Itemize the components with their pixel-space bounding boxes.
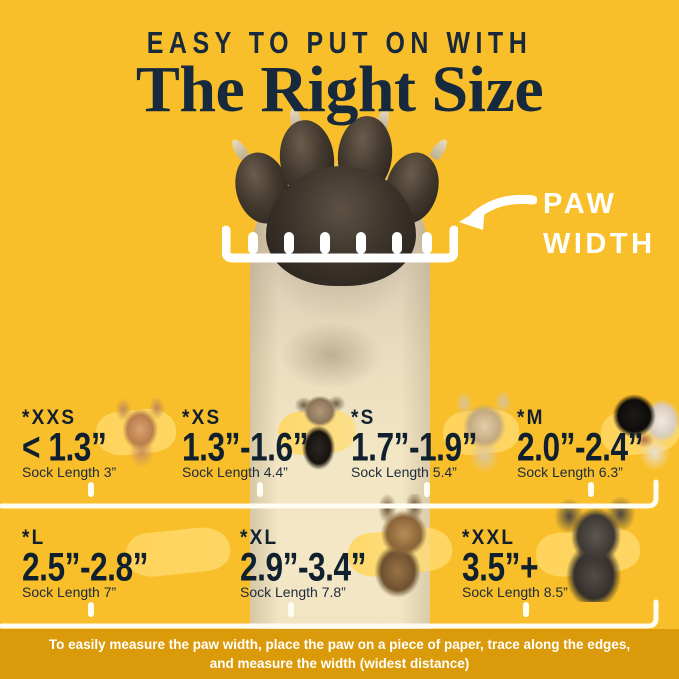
german-shepherd-photo	[352, 494, 456, 598]
size-row-top: *XXS < 1.3” Sock Length 3” *XS 1.3”-1.6”…	[0, 390, 679, 490]
size-range: 2.0”-2.4”	[517, 424, 643, 470]
paw-width-line2: WIDTH	[543, 228, 656, 260]
size-cell-xs[interactable]: *XS 1.3”-1.6” Sock Length 4.4”	[182, 396, 360, 490]
size-code: *XXS	[22, 406, 77, 430]
sock-length: Sock Length 7.8”	[240, 584, 346, 600]
paw-width-ruler-icon	[222, 225, 458, 263]
sock-length: Sock Length 3”	[22, 464, 117, 480]
size-range: 3.5”+	[462, 544, 538, 590]
size-cell-xxs[interactable]: *XXS < 1.3” Sock Length 3”	[22, 396, 182, 490]
claw-icon	[428, 136, 451, 162]
sock-length: Sock Length 6.3”	[517, 464, 623, 480]
size-row-bottom: *L 2.5”-2.8” Sock Length 7” *XL 2.9”-3.4…	[0, 492, 679, 610]
size-scale-ruler-bottom	[0, 599, 659, 629]
yorkshire-terrier-photo	[286, 396, 360, 472]
size-cell-l[interactable]: *L 2.5”-2.8” Sock Length 7”	[22, 516, 240, 610]
main-paw-pad-icon	[266, 166, 416, 286]
size-range: 2.5”-2.8”	[22, 544, 148, 590]
size-cell-m[interactable]: *M 2.0”-2.4” Sock Length 6.3”	[517, 390, 679, 490]
size-range: 2.9”-3.4”	[240, 544, 366, 590]
size-code: *M	[517, 406, 545, 430]
footer-band: To easily measure the paw width, place t…	[0, 629, 679, 679]
great-dane-photo	[540, 492, 652, 602]
curved-left-arrow-icon	[459, 194, 537, 230]
kicker-text: EASY TO PUT ON WITH	[146, 26, 533, 61]
sock-length: Sock Length 8.5”	[462, 584, 568, 600]
bernese-mountain-dog-photo	[605, 390, 679, 476]
size-range: 1.3”-1.6”	[182, 424, 308, 470]
sock-length: Sock Length 4.4”	[182, 464, 288, 480]
size-cell-s[interactable]: *S 1.7”-1.9” Sock Length 5.4”	[351, 392, 525, 490]
size-code: *XL	[240, 526, 279, 550]
size-cell-xxl[interactable]: *XXL 3.5”+ Sock Length 8.5”	[462, 492, 679, 610]
size-code: *S	[351, 406, 376, 430]
sock-length: Sock Length 7”	[22, 584, 117, 600]
paw-width-label: PAW WIDTH	[543, 184, 665, 264]
size-range: 1.7”-1.9”	[351, 424, 477, 470]
size-code: *L	[22, 526, 46, 550]
french-bulldog-photo	[447, 392, 525, 474]
paw-width-line1: PAW	[543, 188, 618, 220]
paw-width-callout: PAW WIDTH	[455, 186, 665, 278]
size-range: < 1.3”	[22, 424, 107, 470]
chihuahua-photo	[108, 398, 178, 470]
size-cell-xl[interactable]: *XL 2.9”-3.4” Sock Length 7.8”	[240, 494, 462, 610]
footer-instruction: To easily measure the paw width, place t…	[48, 637, 631, 671]
sock-length: Sock Length 5.4”	[351, 464, 457, 480]
page-title: The Right Size	[135, 53, 544, 126]
size-code: *XS	[182, 406, 222, 430]
size-code: *XXL	[462, 526, 516, 550]
size-scale-ruler-top	[0, 479, 659, 509]
